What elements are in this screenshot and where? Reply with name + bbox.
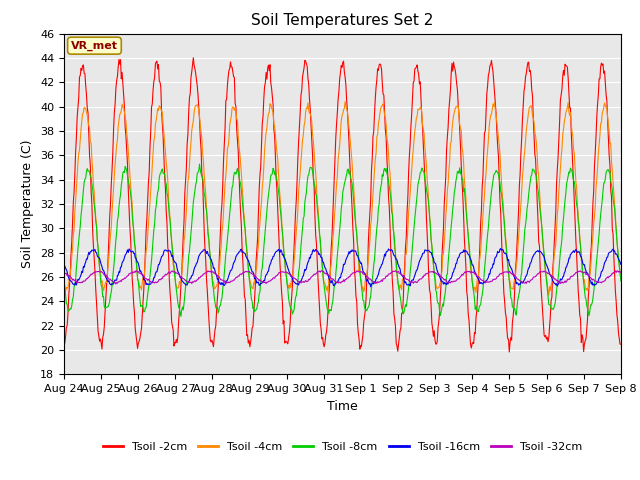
Tsoil -4cm [617, 276, 625, 282]
Tsoil -16cm [127, 249, 135, 255]
Tsoil -8cm [60, 278, 68, 284]
Y-axis label: Soil Temperature (C): Soil Temperature (C) [22, 140, 35, 268]
X-axis label: Time: Time [327, 400, 358, 413]
Tsoil -4cm [184, 179, 192, 184]
Tsoil -4cm [341, 99, 349, 105]
Tsoil -2cm [184, 131, 192, 137]
Tsoil -8cm [412, 207, 419, 213]
Tsoil -8cm [185, 253, 193, 259]
Tsoil -8cm [127, 199, 135, 204]
Tsoil -2cm [411, 66, 419, 72]
Tsoil -16cm [184, 280, 192, 286]
Tsoil -4cm [411, 128, 419, 134]
Tsoil -8cm [177, 313, 185, 319]
Tsoil -8cm [70, 284, 78, 290]
Tsoil -32cm [132, 268, 140, 274]
Tsoil -16cm [70, 281, 78, 287]
Line: Tsoil -16cm: Tsoil -16cm [64, 249, 621, 287]
Tsoil -4cm [428, 237, 435, 243]
Tsoil -8cm [428, 243, 436, 249]
Tsoil -8cm [196, 161, 204, 167]
Tsoil -32cm [186, 280, 193, 286]
Tsoil -8cm [215, 308, 223, 313]
Tsoil -16cm [411, 273, 419, 278]
Tsoil -2cm [428, 302, 435, 308]
Line: Tsoil -32cm: Tsoil -32cm [64, 271, 621, 284]
Tsoil -2cm [60, 339, 68, 345]
Legend: Tsoil -2cm, Tsoil -4cm, Tsoil -8cm, Tsoil -16cm, Tsoil -32cm: Tsoil -2cm, Tsoil -4cm, Tsoil -8cm, Tsoi… [99, 438, 586, 457]
Tsoil -16cm [60, 262, 68, 268]
Tsoil -32cm [215, 274, 223, 279]
Tsoil -32cm [617, 269, 625, 275]
Tsoil -4cm [60, 277, 68, 283]
Tsoil -16cm [497, 246, 504, 252]
Tsoil -4cm [214, 281, 221, 287]
Tsoil -32cm [128, 270, 136, 276]
Tsoil -32cm [60, 270, 68, 276]
Tsoil -2cm [617, 341, 625, 347]
Tsoil -8cm [617, 278, 625, 284]
Tsoil -16cm [214, 276, 221, 282]
Tsoil -16cm [617, 262, 625, 267]
Tsoil -16cm [428, 250, 435, 255]
Tsoil -32cm [112, 281, 120, 287]
Tsoil -2cm [214, 287, 222, 292]
Text: VR_met: VR_met [71, 40, 118, 51]
Title: Soil Temperatures Set 2: Soil Temperatures Set 2 [252, 13, 433, 28]
Tsoil -32cm [412, 279, 419, 285]
Tsoil -4cm [545, 292, 552, 298]
Line: Tsoil -4cm: Tsoil -4cm [64, 102, 621, 295]
Tsoil -16cm [367, 284, 374, 289]
Tsoil -32cm [428, 269, 436, 275]
Tsoil -4cm [127, 193, 135, 199]
Tsoil -2cm [189, 55, 197, 60]
Line: Tsoil -2cm: Tsoil -2cm [64, 58, 621, 352]
Line: Tsoil -8cm: Tsoil -8cm [64, 164, 621, 316]
Tsoil -32cm [70, 277, 78, 283]
Tsoil -2cm [70, 190, 78, 195]
Tsoil -4cm [70, 227, 78, 232]
Tsoil -2cm [506, 349, 513, 355]
Tsoil -2cm [127, 255, 135, 261]
